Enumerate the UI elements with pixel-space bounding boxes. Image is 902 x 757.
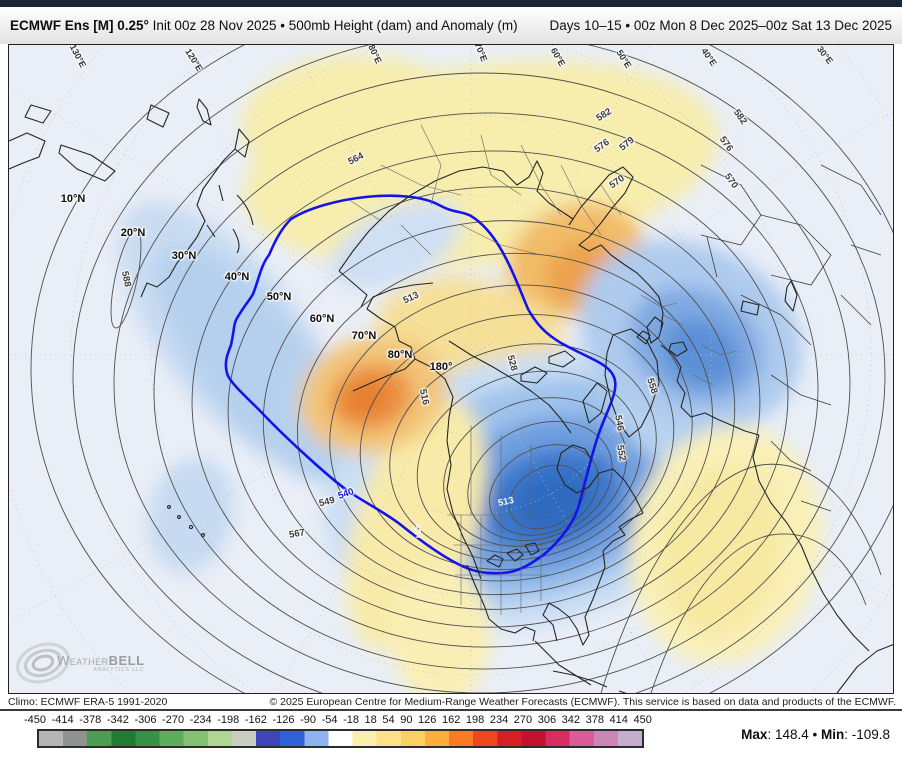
- colorbar-tick: 126: [418, 714, 437, 726]
- contour-540-blue-line: [224, 194, 617, 575]
- colorbar-tick: -342: [106, 714, 129, 726]
- colorbar-tick: -306: [134, 714, 157, 726]
- copyright-note: © 2025 European Centre for Medium-Range …: [269, 695, 896, 708]
- colorbar-tick: 198: [465, 714, 485, 726]
- colorbar-tick: 450: [633, 714, 652, 726]
- colorbar-tick: 90: [400, 714, 413, 726]
- colorbar-tick: 378: [585, 714, 604, 726]
- map-title-detail: Init 00z 28 Nov 2025 • 500mb Height (dam…: [148, 18, 518, 33]
- colorbar-tick: 54: [382, 714, 395, 726]
- colorbar-tick: -126: [272, 714, 295, 726]
- min-label: Min: [820, 727, 845, 742]
- colorbar-tick: 342: [561, 714, 581, 726]
- divider-line: [0, 709, 902, 711]
- header-bar: ECMWF Ens [M] 0.25° Init 00z 28 Nov 2025…: [0, 7, 902, 44]
- valid-date-range: Days 10–15 • 00z Mon 8 Dec 2025–00z Sat …: [549, 18, 892, 33]
- weatherbell-logo: WeatherBELL ANALYTICS LLC: [15, 641, 145, 685]
- map-title: ECMWF Ens [M] 0.25° Init 00z 28 Nov 2025…: [10, 18, 518, 33]
- colorbar-tick: -450: [24, 714, 47, 726]
- min-value: : -109.8: [844, 727, 890, 742]
- colorbar-tick: -162: [244, 714, 267, 726]
- max-value: : 148.4: [767, 727, 809, 742]
- maxmin-separator: •: [808, 727, 821, 742]
- colorbar-tick: -18: [343, 714, 359, 726]
- colorbar-tick: 234: [489, 714, 509, 726]
- colorbar-tick: -234: [189, 714, 212, 726]
- colorbar-tick: -378: [79, 714, 102, 726]
- colorbar-tick: 18: [364, 714, 377, 726]
- graticule-grid: [9, 45, 893, 693]
- colorbar-tick: -414: [51, 714, 74, 726]
- political-borders: [350, 124, 738, 615]
- logo-text-bell: BELL: [108, 652, 145, 668]
- colorbar-tick: 414: [609, 714, 628, 726]
- colorbar-tick: -198: [217, 714, 240, 726]
- height-contours: [30, 45, 893, 693]
- coastlines: [9, 98, 893, 693]
- map-title-model: ECMWF Ens [M] 0.25°: [10, 18, 149, 33]
- colorbar-tick: -54: [321, 714, 338, 726]
- weather-map-svg: [9, 45, 893, 693]
- logo-subtitle: ANALYTICS LLC: [93, 666, 145, 673]
- anomaly-colorbar: [37, 729, 644, 748]
- attribution-row: Climo: ECMWF ERA-5 1991-2020 © 2025 Euro…: [0, 694, 902, 709]
- logo-text-weather: Weather: [57, 652, 109, 668]
- colorbar-tick: -90: [300, 714, 316, 726]
- asia-country-borders: [700, 164, 882, 512]
- top-navy-strip: [0, 0, 902, 7]
- max-label: Max: [741, 727, 768, 742]
- map-canvas: 10°N 20°N 30°N 40°N 50°N 60°N 70°N 80°N 180° 130°…: [8, 44, 894, 694]
- colorbar-tick: -270: [162, 714, 185, 726]
- colorbar-tick-row: -450 -414 -378 -342 -306 -270 -234 -198 -162 -126…: [24, 714, 652, 726]
- colorbar-tick: 162: [441, 714, 461, 726]
- colorbar-section: -450 -414 -378 -342 -306 -270 -234 -198 -162 -126…: [0, 711, 902, 757]
- max-min-readout: Max: 148.4 • Min: -109.8: [741, 727, 890, 742]
- weatherbell-swirl-icon: [16, 642, 70, 684]
- colorbar-tick: 270: [513, 714, 533, 726]
- climo-note: Climo: ECMWF ERA-5 1991-2020: [8, 695, 168, 708]
- colorbar-tick: 306: [537, 714, 557, 726]
